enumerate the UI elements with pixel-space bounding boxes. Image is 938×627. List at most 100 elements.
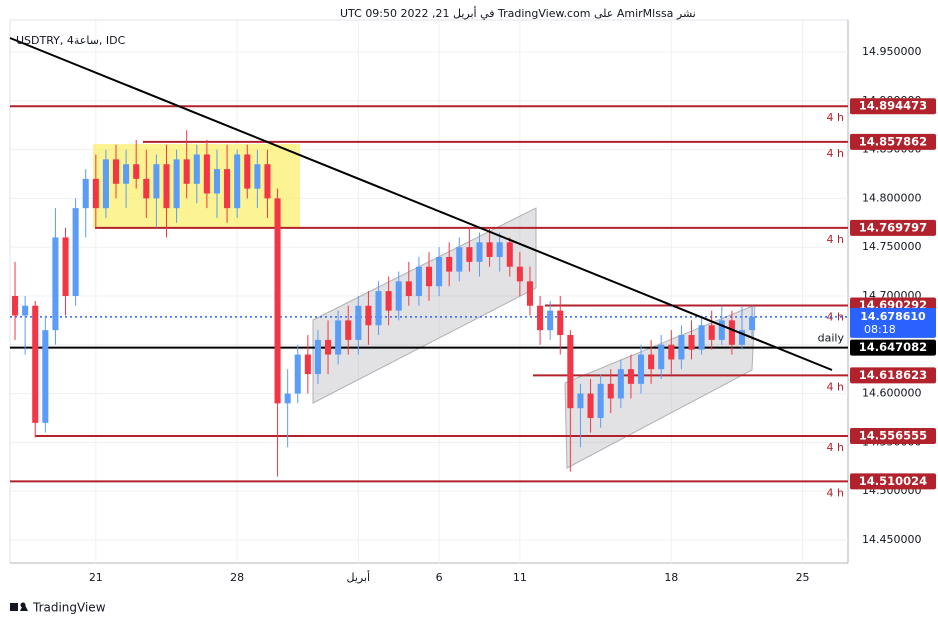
candle-body: [133, 164, 140, 179]
candle-body: [395, 281, 402, 311]
candle-body: [385, 291, 392, 311]
level-interval: 4 h: [827, 147, 844, 160]
level-interval: 4 h: [827, 233, 844, 246]
candle-body: [325, 339, 332, 355]
candle-body: [476, 242, 483, 262]
candle-body: [345, 320, 352, 340]
candle-body: [708, 325, 715, 340]
x-tick-label: 6: [436, 571, 443, 584]
candle-body: [587, 393, 594, 418]
candle-body: [375, 291, 382, 326]
candle-body: [738, 330, 746, 345]
price-tag: [850, 367, 936, 384]
candle-body: [112, 159, 120, 184]
last-price-label: 14.678610: [860, 310, 926, 323]
x-tick-label: 21: [89, 571, 103, 584]
level-interval: 4 h: [827, 111, 844, 124]
price-tag-label: 14.857862: [859, 134, 927, 148]
x-tick-label: أبريل: [347, 570, 371, 584]
candle-body: [274, 198, 281, 404]
candle-body: [153, 164, 160, 199]
candle-body: [123, 164, 130, 184]
x-tick-label: 18: [664, 571, 678, 584]
header: نشر AmirMlssa على TradingView.com في أبر…: [340, 6, 696, 20]
candle-body: [335, 320, 342, 355]
candle-body: [52, 237, 59, 331]
candle-body: [82, 178, 89, 209]
y-tick-label: 14.600000: [862, 387, 922, 400]
candle-body: [526, 281, 533, 306]
symbol: USDTRY, 4ساعة, IDC: [16, 34, 126, 47]
price-axis: 14.45000014.50000014.55000014.60000014.6…: [850, 45, 936, 546]
candle-body: [577, 393, 584, 409]
candle-body: [365, 305, 372, 326]
level-interval: 4 h: [827, 441, 844, 454]
candle-body: [183, 159, 190, 184]
candle-body: [224, 169, 231, 209]
candle-body: [617, 369, 624, 399]
x-tick-label: 11: [513, 571, 527, 584]
price-tag: [850, 98, 936, 115]
price-tag-label: 14.618623: [859, 368, 927, 382]
logo: [10, 602, 28, 611]
candle-body: [436, 256, 443, 287]
level-interval: 4 h: [827, 486, 844, 499]
candle-body: [486, 242, 493, 257]
trendline: [9, 37, 833, 371]
candle-body: [597, 383, 604, 418]
candle-body: [163, 164, 170, 209]
y-tick-label: 14.950000: [862, 45, 922, 58]
candle-body: [22, 305, 29, 316]
x-tick-label: 28: [230, 571, 244, 584]
candle-body: [42, 330, 49, 423]
y-tick-label: 14.450000: [862, 533, 922, 546]
candle-body: [102, 159, 109, 209]
price-tag-label: 14.556555: [859, 428, 927, 442]
y-tick-label: 14.800000: [862, 191, 922, 204]
candle-body: [496, 242, 503, 257]
candle-body: [234, 154, 241, 209]
candle-body: [688, 335, 695, 350]
candle-body: [244, 154, 251, 189]
level-interval: 4 h: [827, 380, 844, 393]
candle-body: [516, 266, 523, 282]
footer-brand: TradingView: [32, 601, 106, 615]
candle-body: [264, 164, 271, 199]
candle-body: [254, 164, 261, 189]
price-tag: [850, 339, 936, 356]
price-tag: [850, 133, 936, 150]
candles: [12, 130, 756, 477]
price-tag-label: 14.510024: [859, 474, 927, 488]
candle-body: [143, 178, 150, 199]
candle-body: [203, 154, 210, 194]
y-tick-label: 14.750000: [862, 240, 922, 253]
candle-body: [314, 339, 321, 375]
candle-body: [637, 354, 645, 384]
countdown: 08:18: [864, 323, 896, 336]
candle-body: [284, 393, 291, 404]
candle-body: [213, 169, 221, 194]
candle-body: [537, 305, 544, 331]
candle-body: [547, 310, 554, 331]
candle-body: [446, 256, 453, 272]
candle-body: [12, 295, 19, 316]
candle-body: [72, 208, 79, 296]
candle-body: [405, 281, 412, 296]
candle-body: [415, 266, 422, 296]
candle-body: [506, 242, 513, 267]
price-tag: [850, 219, 936, 236]
candle-body: [749, 316, 756, 331]
candle-body: [425, 266, 433, 287]
candle-body: [627, 369, 634, 384]
level-interval: daily: [818, 332, 845, 345]
candle-body: [456, 247, 463, 272]
candle-body: [718, 320, 725, 340]
x-tick-label: 25: [796, 571, 810, 584]
candle-body: [668, 344, 675, 360]
candle-body: [728, 320, 735, 345]
candle-body: [698, 325, 705, 350]
candle-body: [62, 237, 69, 296]
candle-body: [173, 159, 180, 209]
